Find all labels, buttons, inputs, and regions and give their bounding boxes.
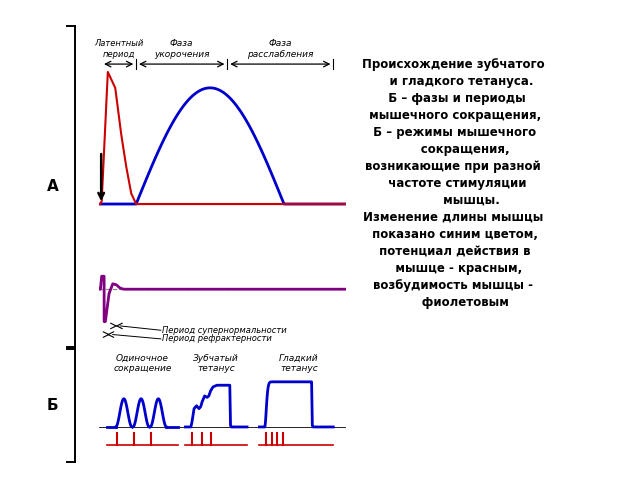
Text: Гладкий
тетанус: Гладкий тетанус: [279, 354, 319, 373]
Text: Зубчатый
тетанус: Зубчатый тетанус: [193, 354, 239, 373]
Text: Латентный
период: Латентный период: [94, 39, 143, 59]
Text: Б: Б: [47, 398, 58, 413]
Text: А: А: [47, 179, 58, 194]
Text: Период рефрактерности: Период рефрактерности: [162, 335, 272, 343]
Text: Одиночное
сокращение: Одиночное сокращение: [113, 354, 172, 373]
Text: Период супернормальности: Период супернормальности: [162, 326, 287, 335]
Text: Происхождение зубчатого
    и гладкого тетануса.
  Б – фазы и периоды
 мышечного: Происхождение зубчатого и гладкого тетан…: [362, 58, 544, 309]
Text: Фаза
укорочения: Фаза укорочения: [154, 39, 209, 59]
Text: Фаза
расслабления: Фаза расслабления: [247, 39, 314, 59]
